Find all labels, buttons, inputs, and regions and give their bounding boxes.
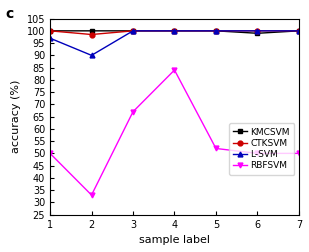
KMCSVM [256,32,259,35]
KMCSVM [131,29,135,32]
KMCSVM [48,29,52,32]
Line: KMCSVM: KMCSVM [48,28,301,36]
L-SVM [214,29,218,32]
L-SVM [297,29,301,32]
Line: RBFSVM: RBFSVM [48,68,301,198]
KMCSVM [214,29,218,32]
L-SVM [173,29,176,32]
RBFSVM [214,147,218,150]
RBFSVM [131,110,135,113]
CTKSVM [131,29,135,32]
Line: L-SVM: L-SVM [48,28,301,58]
CTKSVM [48,29,52,32]
CTKSVM [173,29,176,32]
KMCSVM [90,29,93,32]
Line: CTKSVM: CTKSVM [48,28,301,37]
Y-axis label: accuracy (%): accuracy (%) [11,80,21,153]
RBFSVM [256,152,259,155]
KMCSVM [297,29,301,32]
Text: c: c [5,7,14,21]
CTKSVM [256,29,259,32]
CTKSVM [214,29,218,32]
X-axis label: sample label: sample label [139,235,210,245]
L-SVM [256,29,259,32]
KMCSVM [173,29,176,32]
RBFSVM [173,69,176,72]
L-SVM [48,37,52,40]
CTKSVM [90,33,93,36]
Legend: KMCSVM, CTKSVM, L-SVM, RBFSVM: KMCSVM, CTKSVM, L-SVM, RBFSVM [229,123,294,175]
L-SVM [131,29,135,32]
L-SVM [90,54,93,57]
RBFSVM [297,152,301,155]
RBFSVM [90,194,93,197]
RBFSVM [48,152,52,155]
CTKSVM [297,29,301,32]
